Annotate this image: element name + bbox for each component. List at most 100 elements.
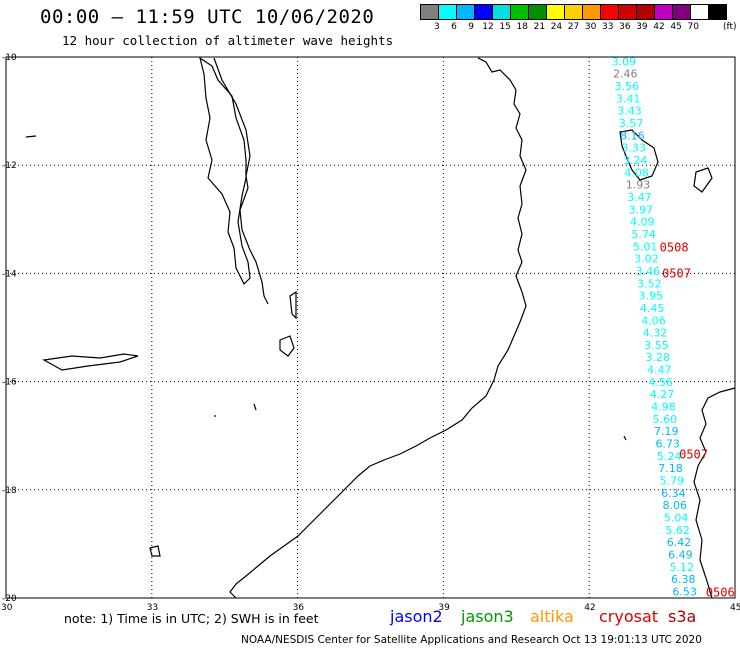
color-scale-label: 9 [468,22,474,32]
color-scale-label: 45 [670,22,682,32]
wave-height-value: 8.06 [663,499,688,512]
wave-height-value: 3.43 [617,105,642,118]
wave-height-value: 5.74 [631,228,656,241]
comoros-island [693,167,713,193]
small-lake [289,290,297,320]
wave-height-value: 7.19 [654,425,679,438]
lake-island [279,335,295,357]
latitude-label: -12 [2,161,17,171]
wave-height-value: 5.12 [670,561,695,574]
color-scale-label: 3 [434,22,440,32]
wave-height-value: 3.09 [612,55,637,68]
wave-height-value: 5.62 [665,524,690,537]
longitude-label: 30 [1,603,13,613]
madagascar-north-outline [619,129,659,181]
lake-chilwa [42,353,139,371]
wave-height-value: 3.46 [636,265,661,278]
wave-height-value: 3.28 [646,351,671,364]
wave-height-value: 3.57 [619,117,644,130]
latitude-label: -14 [2,269,17,279]
color-scale-label: 36 [619,22,631,32]
wave-height-track: 3.092.463.563.413.433.578.163.333.244.08… [612,55,697,598]
pass-time-label: 0507 [679,448,708,462]
pass-time-label: 0508 [660,240,689,254]
wave-height-value: 4.45 [640,302,665,315]
longitude-label: 33 [147,603,158,613]
color-scale-label: 21 [533,22,546,32]
wave-height-value: 3.55 [644,339,669,352]
african-coastline [229,57,527,599]
wave-height-value: 3.97 [629,203,654,216]
wave-height-value: 5.01 [633,240,658,253]
latitude-label: -20 [2,594,17,604]
wave-height-value: 5.24 [657,450,682,463]
color-swatch [708,4,727,20]
wave-height-value: 5.79 [660,475,685,488]
usage-note: note: 1) Time is in UTC; 2) SWH is in fe… [64,611,319,626]
credit-footer: NOAA/NESDIS Center for Satellite Applica… [241,634,702,646]
color-scale-unit: (ft) [723,22,737,32]
longitude-label: 45 [730,603,740,613]
satellite-legend-jason2: jason2 [390,607,443,626]
latitude-label: -18 [2,486,17,496]
color-scale-label: 42 [653,22,665,32]
pass-time-labels: 0508 0507 0507 0506 [660,240,735,599]
color-scale-label: 30 [584,22,597,32]
color-scale-label: 12 [482,22,494,32]
wave-height-value: 4.27 [650,388,675,401]
islet-1 [25,135,37,138]
color-scale-label: 70 [687,22,699,32]
wave-height-value: 3.56 [614,80,639,93]
wave-height-value: 8.16 [620,129,645,142]
wave-height-value: 3.02 [634,253,659,266]
wave-height-value: 3.47 [627,191,652,204]
pass-time-label: 0507 [662,266,691,280]
longitude-label: 39 [438,603,450,613]
wave-height-value: 3.95 [638,290,663,303]
wave-height-value: 3.33 [622,142,647,155]
map-frame [5,56,736,599]
wave-height-value: 6.38 [671,573,696,586]
wave-height-value: 5.04 [664,512,689,525]
wave-height-value: 3.24 [623,154,648,167]
lat-lon-grid [6,57,735,598]
islet-4 [253,403,257,411]
map-subtitle: 12 hour collection of altimeter wave hei… [62,33,394,48]
color-scale-label: 18 [516,22,528,32]
satellite-legend-altika: altika [530,607,574,626]
wave-height-value: 4.06 [641,314,666,327]
wave-height-value: 4.47 [647,364,672,377]
satellite-legend-s3a: s3a [668,607,697,626]
color-scale-label: 27 [567,22,580,32]
latitude-label: -10 [2,53,17,63]
lake-east-shore [213,57,269,305]
islet-5 [623,435,627,441]
pass-time-label: 0506 [706,586,735,600]
coastlines [25,56,736,599]
madagascar-west-coast [693,387,736,599]
color-scale-label: 24 [550,22,563,32]
map-title: 00:00 – 11:59 UTC 10/06/2020 [40,6,375,28]
wave-height-value: 4.32 [643,327,668,340]
wave-height-value: 5.60 [653,413,678,426]
longitude-label: 42 [584,603,595,613]
color-scale-bar [420,4,727,20]
wave-height-value: 1.93 [626,179,651,192]
wave-height-value: 6.42 [667,536,692,549]
satellite-legend-cryosat: cryosat [599,607,659,626]
wave-height-value: 6.73 [655,438,680,451]
wave-height-value: 3.52 [637,277,662,290]
wave-height-value: 6.34 [661,487,686,500]
color-scale-label: 15 [499,22,511,32]
color-scale-label: 39 [636,22,648,32]
wave-height-value: 4.56 [648,376,673,389]
wave-height-value: 4.09 [630,216,655,229]
color-scale-label: 6 [451,22,457,32]
latitude-label: -16 [2,378,17,388]
color-scale-label: 33 [602,22,614,32]
wave-height-value: 2.46 [613,68,638,81]
islet-2 [149,545,161,557]
wave-height-value: 4.08 [624,166,649,179]
